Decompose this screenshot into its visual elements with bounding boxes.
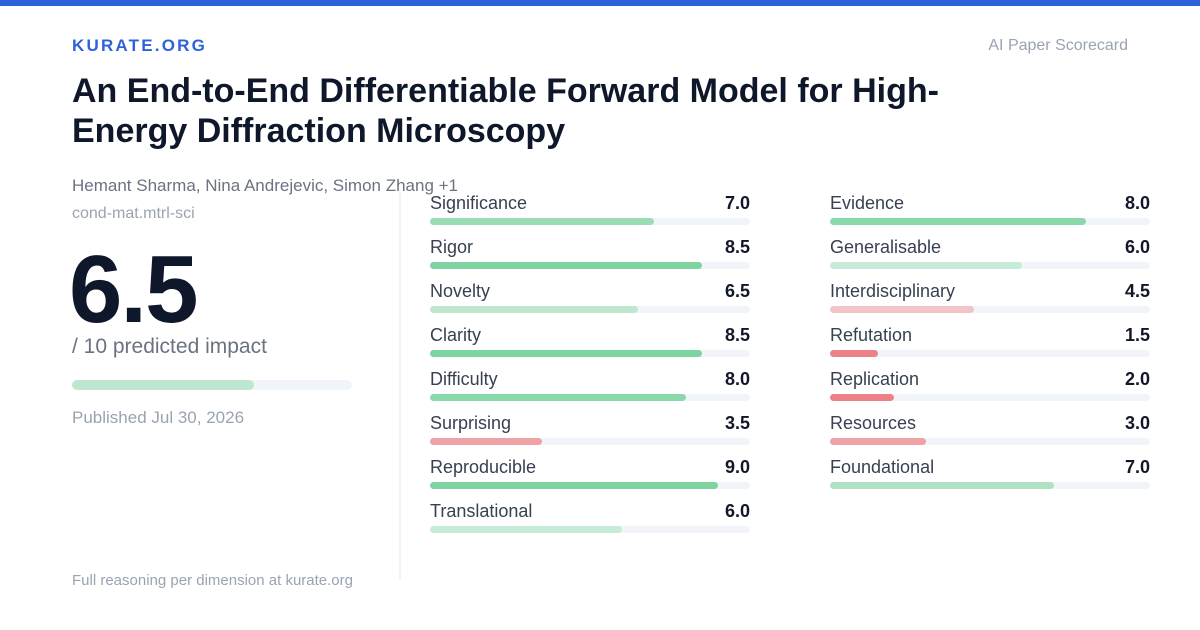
dimension-bar-fill <box>430 350 702 357</box>
brand-logo[interactable]: KURATE.ORG <box>72 36 208 55</box>
dimension-rigor: Rigor 8.5 <box>430 237 750 281</box>
dimension-bar-fill <box>830 350 878 357</box>
footer-note: Full reasoning per dimension at kurate.o… <box>72 572 353 589</box>
dimension-bar-fill <box>430 262 702 269</box>
dimension-evidence: Evidence 8.0 <box>830 193 1150 237</box>
dimension-difficulty: Difficulty 8.0 <box>430 369 750 413</box>
paper-title: An End-to-End Differentiable Forward Mod… <box>72 72 939 150</box>
dimension-value: 8.0 <box>1124 193 1150 213</box>
dimension-bar-fill <box>430 482 718 489</box>
dimension-bar-fill <box>830 306 974 313</box>
dimension-surprising: Surprising 3.5 <box>430 413 750 457</box>
overall-score-bar-fill <box>72 380 254 390</box>
overall-score: 6.5 <box>69 236 198 343</box>
dimension-value: 3.0 <box>1124 413 1150 433</box>
dimension-bar <box>830 394 1150 401</box>
dimension-list-left: Significance 7.0 Rigor 8.5 Novelty 6.5 Clarity… <box>430 193 750 545</box>
dimension-value: 3.5 <box>724 413 750 433</box>
dimension-value: 8.5 <box>724 237 750 257</box>
dimension-generalisable: Generalisable 6.0 <box>830 237 1150 281</box>
score-caption: / 10 predicted impact <box>72 335 267 358</box>
column-divider <box>399 190 401 580</box>
dimension-label: Novelty <box>430 281 491 301</box>
dimension-novelty: Novelty 6.5 <box>430 281 750 325</box>
paper-authors: Hemant Sharma, Nina Andrejevic, Simon Zh… <box>72 176 459 195</box>
dimension-bar <box>430 394 750 401</box>
published-date: Published Jul 30, 2026 <box>72 408 245 427</box>
dimension-reproducible: Reproducible 9.0 <box>430 457 750 501</box>
dimension-value: 8.5 <box>724 325 750 345</box>
dimension-label: Reproducible <box>430 457 537 477</box>
dimension-list-right: Evidence 8.0 Generalisable 6.0 Interdiscipli… <box>830 193 1150 501</box>
dimension-bar <box>830 438 1150 445</box>
dimension-value: 2.0 <box>1124 369 1150 389</box>
dimension-bar <box>430 350 750 357</box>
dimension-bar-fill <box>430 438 542 445</box>
dimension-bar-fill <box>830 218 1086 225</box>
dimension-label: Generalisable <box>830 237 942 257</box>
dimension-bar <box>430 438 750 445</box>
dimension-significance: Significance 7.0 <box>430 193 750 237</box>
page-tagline: AI Paper Scorecard <box>988 37 1128 54</box>
dimension-bar <box>430 218 750 225</box>
dimension-bar <box>430 482 750 489</box>
dimension-bar-fill <box>830 262 1022 269</box>
dimension-value: 6.0 <box>1124 237 1150 257</box>
paper-category: cond-mat.mtrl-sci <box>72 205 195 222</box>
dimension-bar-fill <box>830 438 926 445</box>
dimension-value: 6.0 <box>724 501 750 521</box>
dimension-bar-fill <box>430 306 638 313</box>
dimension-bar <box>830 482 1150 489</box>
dimension-bar <box>430 262 750 269</box>
dimension-value: 6.5 <box>724 281 750 301</box>
dimension-replication: Replication 2.0 <box>830 369 1150 413</box>
dimension-translational: Translational 6.0 <box>430 501 750 545</box>
dimension-label: Interdisciplinary <box>830 281 956 301</box>
dimension-value: 4.5 <box>1124 281 1150 301</box>
dimension-label: Evidence <box>830 193 905 213</box>
overall-score-bar <box>72 380 352 390</box>
dimension-label: Surprising <box>430 413 512 433</box>
dimension-label: Foundational <box>830 457 935 477</box>
dimension-clarity: Clarity 8.5 <box>430 325 750 369</box>
dimension-bar-fill <box>430 218 654 225</box>
dimension-bar-fill <box>430 526 622 533</box>
dimension-label: Refutation <box>830 325 913 345</box>
dimension-label: Resources <box>830 413 917 433</box>
dimension-bar <box>830 262 1150 269</box>
dimension-resources: Resources 3.0 <box>830 413 1150 457</box>
dimension-label: Rigor <box>430 237 474 257</box>
dimension-label: Clarity <box>430 325 482 345</box>
dimension-foundational: Foundational 7.0 <box>830 457 1150 501</box>
top-accent-bar <box>0 0 1200 6</box>
dimension-bar-fill <box>830 394 894 401</box>
dimension-bar <box>830 218 1150 225</box>
dimension-value: 9.0 <box>724 457 750 477</box>
dimension-label: Translational <box>430 501 533 521</box>
dimension-label: Significance <box>430 193 528 213</box>
dimension-bar <box>430 526 750 533</box>
dimension-label: Replication <box>830 369 920 389</box>
dimension-interdisciplinary: Interdisciplinary 4.5 <box>830 281 1150 325</box>
dimension-value: 8.0 <box>724 369 750 389</box>
dimension-bar <box>830 350 1150 357</box>
dimension-label: Difficulty <box>430 369 498 389</box>
dimension-bar-fill <box>430 394 686 401</box>
dimension-bar-fill <box>830 482 1054 489</box>
dimension-bar <box>430 306 750 313</box>
dimension-refutation: Refutation 1.5 <box>830 325 1150 369</box>
dimension-value: 7.0 <box>1124 457 1150 477</box>
dimension-bar <box>830 306 1150 313</box>
dimension-value: 1.5 <box>1124 325 1150 345</box>
dimension-value: 7.0 <box>724 193 750 213</box>
